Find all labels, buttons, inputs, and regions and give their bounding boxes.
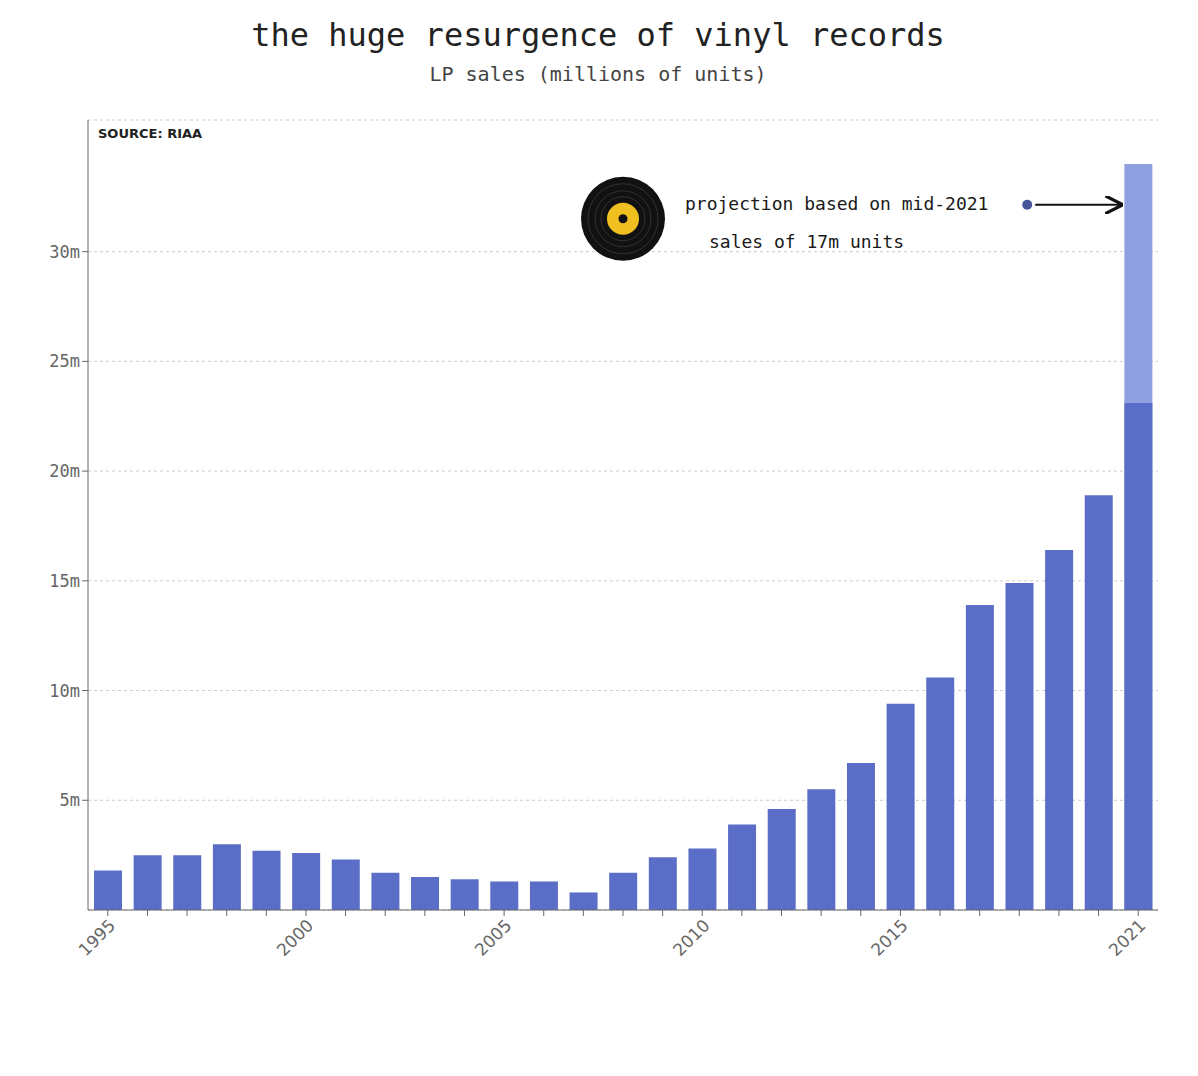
html-text:SOURCE: RIAA: SOURCE: RIAA <box>98 126 203 141</box>
svg-text:sales of 17m units: sales of 17m units <box>709 231 904 252</box>
html-text:LP sales (millions of units): LP sales (millions of units) <box>429 62 767 86</box>
svg-text:30m: 30m <box>49 242 80 262</box>
svg-text:15m: 15m <box>49 571 80 591</box>
svg-text:1995: 1995 <box>74 915 119 960</box>
svg-text:projection based on mid-2021: projection based on mid-2021 <box>685 193 988 214</box>
svg-text:2021: 2021 <box>1105 915 1150 960</box>
svg-text:2010: 2010 <box>669 915 714 960</box>
svg-text:25m: 25m <box>49 351 80 371</box>
svg-text:20m: 20m <box>49 461 80 481</box>
svg-text:5m: 5m <box>60 790 80 810</box>
svg-text:2015: 2015 <box>867 915 912 960</box>
svg-text:2000: 2000 <box>273 915 318 960</box>
html-text:the huge resurgence of vinyl r: the huge resurgence of vinyl records <box>251 16 945 54</box>
svg-text:10m: 10m <box>49 681 80 701</box>
svg-text:2005: 2005 <box>471 915 516 960</box>
